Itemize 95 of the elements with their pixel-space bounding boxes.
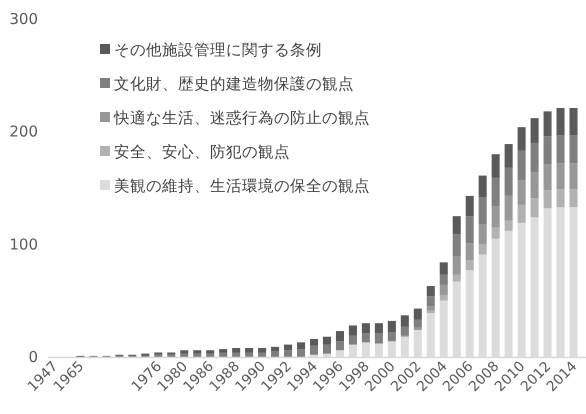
bar <box>258 348 266 352</box>
bar <box>245 348 254 352</box>
bar <box>452 256 461 275</box>
bar <box>297 349 306 357</box>
bar <box>569 189 578 208</box>
bar <box>569 135 578 164</box>
bar <box>362 333 370 342</box>
bar <box>348 325 357 336</box>
bar <box>530 142 539 172</box>
legend-item: 美観の維持、生活環境の保全の観点 <box>100 177 370 195</box>
bar <box>478 176 487 198</box>
bar <box>530 172 539 198</box>
bar <box>544 164 552 190</box>
bar <box>556 135 565 164</box>
bar <box>466 216 474 244</box>
bar <box>414 308 422 320</box>
bar <box>569 163 578 190</box>
bar <box>310 338 318 346</box>
legend-item: その他施設管理に関する条例 <box>100 41 322 59</box>
bar <box>478 244 487 254</box>
bar <box>322 336 331 345</box>
bar <box>478 197 487 224</box>
bar <box>504 168 513 196</box>
bar <box>336 331 344 342</box>
bar <box>492 227 500 239</box>
bar <box>167 352 176 355</box>
bar <box>440 262 448 275</box>
bar <box>245 352 254 357</box>
bar <box>452 216 461 234</box>
bar <box>284 344 292 350</box>
bar <box>478 224 487 244</box>
bar <box>492 178 500 206</box>
bar <box>206 354 214 357</box>
legend-item: 文化財、歴史的建造物保護の観点 <box>100 75 354 93</box>
bar <box>492 206 500 228</box>
bar <box>556 189 565 208</box>
bar <box>348 336 357 345</box>
bar <box>544 111 552 136</box>
bar <box>219 352 228 357</box>
bar <box>232 352 240 357</box>
legend-item: 快適な生活、迷惑行為の防止の観点 <box>100 109 370 127</box>
bar <box>336 341 344 350</box>
bar <box>400 315 409 327</box>
bar <box>504 196 513 221</box>
bar <box>180 354 188 357</box>
bar <box>518 180 526 205</box>
bar <box>322 344 331 354</box>
bar <box>426 306 435 311</box>
bar <box>466 196 474 216</box>
bar <box>374 333 383 344</box>
bar <box>388 320 396 332</box>
bar <box>206 350 214 354</box>
bar <box>271 351 280 357</box>
bar <box>452 274 461 282</box>
bar <box>414 320 422 328</box>
bar <box>544 136 552 164</box>
bar <box>466 260 474 270</box>
y-tick-label: 300 <box>9 10 38 28</box>
bar <box>452 234 461 257</box>
bar <box>388 332 396 342</box>
bar <box>556 108 565 136</box>
y-tick-label: 0 <box>28 348 38 366</box>
bar <box>219 349 228 352</box>
bar <box>530 198 539 218</box>
bar <box>440 284 448 296</box>
bar <box>569 108 578 136</box>
bar <box>271 346 280 352</box>
bar <box>193 350 202 354</box>
bar <box>426 286 435 296</box>
bar <box>518 150 526 180</box>
y-tick-label: 200 <box>9 122 38 141</box>
bar <box>440 274 448 285</box>
bar <box>556 163 565 190</box>
bar <box>504 220 513 231</box>
bar <box>530 118 539 143</box>
bar <box>544 190 552 208</box>
bar <box>466 243 474 260</box>
bar <box>374 323 383 334</box>
bar <box>518 204 526 223</box>
bar <box>492 154 500 178</box>
bar <box>284 350 292 357</box>
bar <box>258 352 266 357</box>
y-tick-label: 100 <box>9 235 38 254</box>
bar <box>426 296 435 306</box>
legend-item: 安全、安心、防犯の観点 <box>100 143 290 161</box>
bar <box>518 127 526 151</box>
bar <box>193 354 202 357</box>
bar <box>297 342 306 350</box>
bar <box>310 346 318 355</box>
bar <box>180 350 188 354</box>
bar <box>362 323 370 334</box>
bar <box>440 295 448 301</box>
bar <box>232 348 240 352</box>
bar <box>504 144 513 168</box>
bar <box>400 326 409 336</box>
